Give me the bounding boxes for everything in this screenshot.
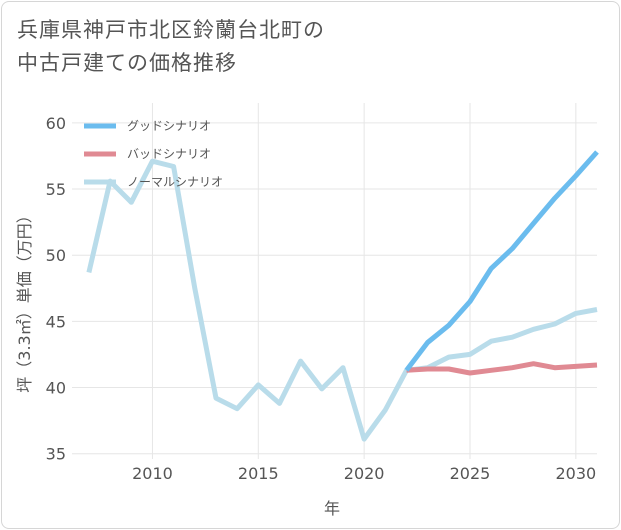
x-tick-label-3: 2025 [450, 464, 491, 483]
x-tick-label-0: 2010 [132, 464, 173, 483]
legend-label-1: バッドシナリオ [127, 147, 211, 161]
y-tick-label-2: 45 [46, 312, 66, 331]
legend-label-0: グッドシナリオ [127, 119, 211, 133]
y-tick-label-0: 35 [46, 445, 66, 464]
x-axis-label: 年 [324, 499, 340, 518]
y-tick-label-5: 60 [46, 114, 66, 133]
chart-title: 兵庫県神戸市北区鈴蘭台北町の 中古戸建ての価格推移 [17, 14, 477, 80]
x-tick-label-1: 2015 [238, 464, 279, 483]
y-axis-label: 坪（3.3㎡）単価（万円） [15, 207, 34, 392]
y-tick-label-1: 40 [46, 379, 66, 398]
legend-label-2: ノーマルシナリオ [127, 175, 223, 189]
chart-title-line-2: 中古戸建ての価格推移 [17, 51, 237, 75]
grid-lines [72, 103, 597, 459]
y-tick-label-3: 50 [46, 246, 66, 265]
x-tick-label-2: 2020 [344, 464, 385, 483]
series-line-2 [86, 158, 598, 442]
series-line-0 [404, 150, 599, 372]
series-lines [86, 150, 599, 442]
x-tick-label-4: 2030 [555, 464, 596, 483]
y-axis-ticks: 35 40 45 50 55 60 [46, 114, 66, 464]
series-line-1 [406, 361, 598, 376]
x-axis-ticks: 2010 2015 2020 2025 2030 [132, 464, 596, 483]
y-tick-label-4: 55 [46, 180, 66, 199]
chart-title-line-1: 兵庫県神戸市北区鈴蘭台北町の [17, 18, 325, 42]
